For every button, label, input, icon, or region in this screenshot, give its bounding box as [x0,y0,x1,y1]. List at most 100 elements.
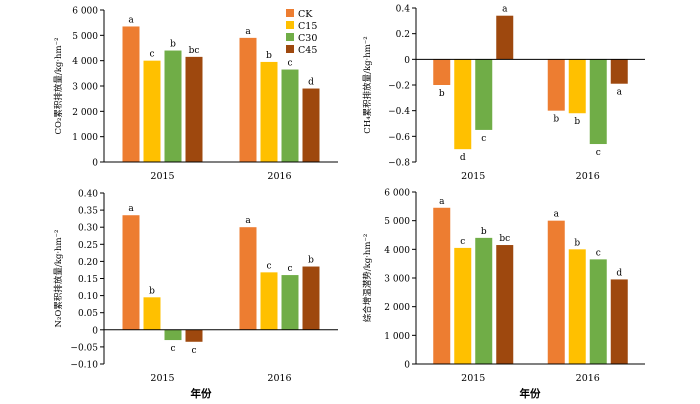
y-tick-label: 1 000 [72,133,98,143]
x-tick-label: 2016 [267,373,291,384]
legend-label-C30: C30 [298,33,317,44]
significance-label: c [170,344,175,354]
y-tick-label: 5 000 [72,32,98,42]
y-tick-label: 0.4 [396,5,411,15]
significance-label: a [439,197,445,207]
y-tick-label: 0 [404,56,410,66]
bar-C45-2016 [302,266,320,330]
bar-C30-2016 [281,275,299,330]
y-tick-label: −0.10 [70,361,98,371]
y-tick-label: 6 000 [72,7,98,17]
y-tick-label: 0.10 [78,292,98,302]
x-tick-label: 2015 [150,171,174,182]
legend-label-C15: C15 [298,21,317,32]
y-tick-label: −0.6 [388,133,410,143]
y-tick-label: −0.8 [388,159,410,169]
significance-label: a [128,15,134,25]
bar-C30-2016 [589,259,607,364]
y-tick-label: 0 [92,326,98,336]
y-tick-label: 0 [92,159,98,169]
bar-CK-2016 [547,59,565,111]
bar-C15-2015 [143,297,161,330]
y-tick-label: 0.2 [396,30,410,40]
bar-CK-2016 [547,220,565,364]
significance-label: a [128,204,134,214]
y-tick-label: 5 000 [384,217,410,227]
bar-C45-2016 [610,59,628,84]
significance-label: b [574,117,580,127]
x-tick-label: 2016 [576,171,600,182]
bar-C15-2015 [143,60,161,162]
x-tick-label: 2015 [150,373,174,384]
significance-label: c [149,50,154,60]
significance-label: bc [499,234,510,244]
x-tick-label: 2015 [461,171,485,182]
bar-CK-2015 [433,207,451,364]
x-tick-label: 2015 [461,373,485,384]
significance-label: d [308,78,314,88]
y-tick-label: 6 000 [384,189,410,199]
legend-swatch-C15 [286,21,294,29]
y-tick-label: 4 000 [72,57,98,67]
bar-C30-2016 [589,59,607,145]
significance-label: b [266,51,272,61]
significance-label: a [617,88,623,98]
y-tick-label: 0.40 [78,190,98,200]
significance-label: c [191,346,196,356]
significance-label: b [481,227,487,237]
bar-C15-2016 [568,59,586,114]
y-tick-label: 0.15 [78,275,98,285]
significance-label: b [149,286,155,296]
y-tick-label: −0.05 [70,343,98,353]
bar-C15-2016 [260,61,278,162]
bar-C45-2016 [610,279,628,364]
legend-swatch-C45 [286,45,294,53]
y-tick-label: 1 000 [384,332,410,342]
bar-CK-2015 [122,215,140,330]
significance-label: b [574,238,580,248]
y-tick-label: 0.25 [78,241,98,251]
bar-CK-2016 [239,227,257,330]
bar-CK-2015 [433,59,451,85]
significance-label: c [481,134,486,144]
bar-C15-2016 [568,249,586,364]
y-tick-label: 0.30 [78,224,98,234]
legend-label-CK: CK [298,9,313,20]
significance-label: b [553,115,559,125]
bar-C15-2016 [260,272,278,330]
bar-C30-2015 [164,329,182,341]
legend-label-C45: C45 [298,45,317,56]
y-tick-label: 0 [404,361,410,371]
y-axis-title: CH₄累积排放量/kg·hm⁻² [362,36,373,133]
bar-CK-2015 [122,26,140,162]
significance-label: bc [189,46,200,56]
y-tick-label: −0.2 [388,82,410,92]
bar-C15-2015 [454,247,472,364]
bar-C45-2015 [185,329,203,342]
x-tick-label: 2016 [576,373,600,384]
x-axis-title-right: 年份 [520,387,541,400]
significance-label: a [245,216,251,226]
significance-label: b [308,256,314,266]
chart-panel-2: b d c a 2015 b b c a 2016 0.4 0.2 0 −0.2 −0.4 −0.6 −0.8 C… [362,5,645,182]
significance-label: a [502,5,508,15]
y-tick-label: 2 000 [72,108,98,118]
significance-label: c [287,59,292,69]
chart-panel-3: a b c c 2015 a c c b 2016 0.40 0.35 0.30 0.25 0.20 0.15… [53,190,338,384]
y-axis-title: CO₂累积排放量/kg·hm⁻² [53,38,64,135]
significance-label: a [554,210,560,220]
significance-label: c [266,261,271,271]
y-tick-label: 0.20 [78,258,98,268]
y-tick-label: 0.35 [78,207,98,217]
bar-C30-2015 [475,59,493,130]
bar-C45-2016 [302,88,320,162]
bar-C30-2015 [475,237,493,364]
significance-label: b [170,40,176,50]
y-tick-label: 0.05 [78,309,98,319]
significance-label: b [439,89,445,99]
y-tick-label: 2 000 [384,303,410,313]
y-axis-title: 综合增温潜势/kg·hm⁻² [362,234,373,323]
